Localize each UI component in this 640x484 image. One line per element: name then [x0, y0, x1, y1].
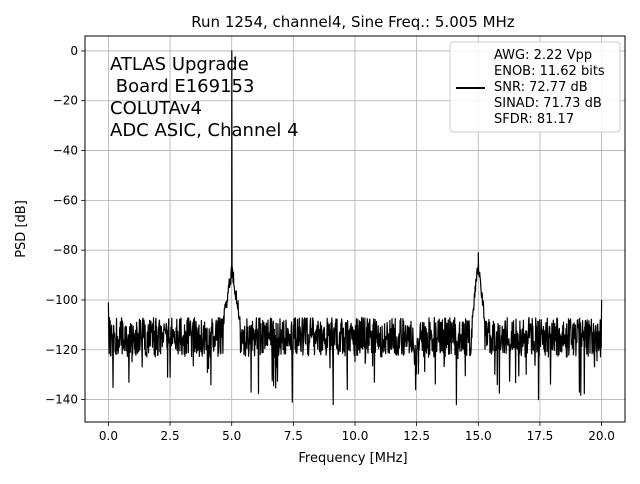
x-tick-label: 17.5	[527, 429, 554, 443]
grid	[85, 36, 625, 422]
y-tick-label: −80	[53, 243, 78, 257]
y-tick-label: −60	[53, 193, 78, 207]
annotation-line: Board E169153	[110, 76, 254, 97]
legend-entry: SNR: 72.77 dB	[494, 80, 588, 95]
y-tick-label: 0	[70, 44, 78, 58]
x-tick-label: 10.0	[342, 429, 369, 443]
legend-entry: ENOB: 11.62 bits	[494, 64, 605, 79]
legend-entry: AWG: 2.22 Vpp	[494, 48, 592, 63]
annotation-line: COLUTAv4	[110, 98, 202, 119]
chart-title: Run 1254, channel4, Sine Freq.: 5.005 MH…	[191, 13, 515, 31]
x-axis-label: Frequency [MHz]	[298, 451, 407, 466]
legend-entry: SINAD: 71.73 dB	[494, 96, 602, 111]
y-tick-label: −40	[53, 144, 78, 158]
x-tick-label: 7.5	[284, 429, 303, 443]
annotation-line: ATLAS Upgrade	[110, 54, 249, 75]
x-axis-ticks: 0.0 2.5 5.0 7.5 10.0 12.5 15.0 17.5 20.0	[99, 422, 615, 443]
x-tick-label: 12.5	[403, 429, 430, 443]
y-axis-label: PSD [dB]	[14, 200, 29, 258]
y-axis-ticks: 0 −20 −40 −60 −80 −100 −120 −140	[45, 44, 85, 407]
y-tick-label: −20	[53, 94, 78, 108]
legend-entry: SFDR: 81.17	[494, 112, 574, 127]
legend-box	[449, 41, 621, 133]
plot-frame	[84, 35, 626, 423]
x-tick-label: 2.5	[161, 429, 180, 443]
y-tick-label: −140	[45, 393, 78, 407]
psd-series-line	[107, 50, 603, 406]
y-tick-label: −100	[45, 293, 78, 307]
y-tick-label: −120	[45, 343, 78, 357]
x-tick-label: 15.0	[465, 429, 492, 443]
annotation-line: ADC ASIC, Channel 4	[110, 120, 299, 141]
x-tick-label: 5.0	[222, 429, 241, 443]
x-tick-label: 0.0	[99, 429, 118, 443]
x-tick-label: 20.0	[588, 429, 615, 443]
